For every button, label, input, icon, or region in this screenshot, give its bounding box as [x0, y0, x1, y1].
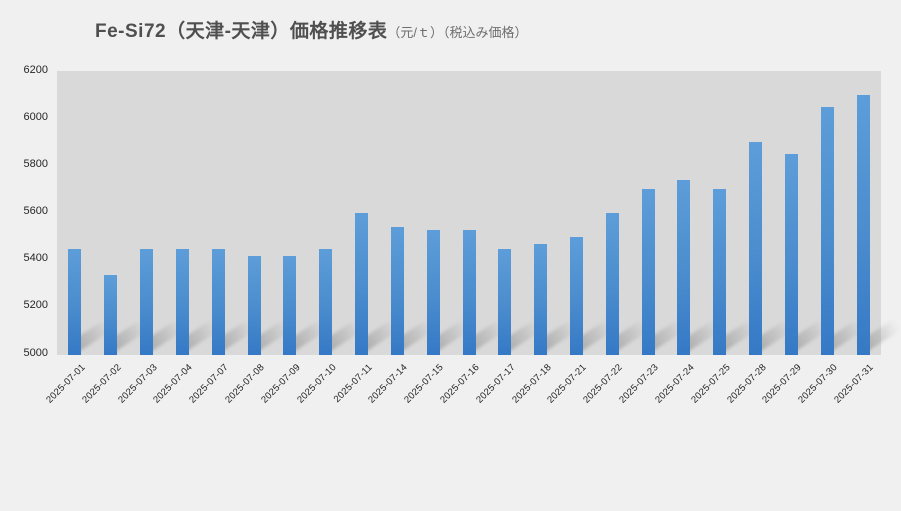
bar	[462, 229, 476, 355]
y-axis-label: 5600	[23, 205, 48, 218]
bar	[211, 248, 225, 355]
bar	[856, 94, 870, 355]
y-axis-label: 5000	[23, 346, 48, 359]
bar	[68, 248, 82, 355]
bar	[140, 248, 154, 355]
bar-slot	[379, 71, 435, 355]
bar	[641, 189, 655, 355]
y-axis-label: 5200	[23, 299, 48, 312]
bar-slot	[200, 71, 256, 355]
bar-slot	[594, 71, 650, 355]
bar-slot	[93, 71, 148, 355]
bar-slot	[129, 71, 184, 355]
bar	[677, 179, 691, 355]
bar-slot	[666, 71, 722, 355]
y-axis-label: 5800	[23, 158, 48, 171]
bar-slot	[164, 71, 220, 355]
bar	[104, 274, 118, 355]
bar-slot	[845, 71, 901, 355]
bar-slot	[809, 71, 865, 355]
chart-title: Fe-Si72（天津-天津）価格推移表（元/ｔ）（税込み価格）	[95, 16, 528, 43]
bar-slot	[57, 71, 113, 355]
bar-slot	[344, 71, 399, 355]
bar	[498, 248, 512, 355]
bar-slot	[236, 71, 292, 355]
bar-slot	[738, 71, 793, 355]
bar	[534, 243, 548, 355]
bar-series	[57, 71, 901, 355]
bar	[749, 142, 763, 355]
bar-slot	[451, 71, 507, 355]
bar	[605, 213, 619, 355]
bar	[713, 189, 727, 355]
y-axis-label: 5400	[23, 252, 48, 265]
chart-title-unit: （元/ｔ）	[387, 25, 444, 40]
bar	[820, 106, 834, 355]
y-axis-label: 6200	[23, 64, 48, 76]
bar-slot	[559, 71, 614, 355]
bar-slot	[415, 71, 471, 355]
bar	[247, 255, 261, 355]
y-axis-label: 6000	[23, 111, 48, 124]
bar	[319, 248, 333, 355]
plot-area	[57, 71, 901, 355]
bar-slot	[487, 71, 543, 355]
bar-slot	[272, 71, 328, 355]
bar	[175, 248, 189, 355]
chart-title-main: Fe-Si72（天津-天津）価格推移表	[95, 21, 388, 42]
price-trend-chart: Fe-Si72（天津-天津）価格推移表（元/ｔ）（税込み価格） 6200 6000…	[23, 16, 901, 406]
bar	[355, 213, 369, 355]
bar-slot	[630, 71, 686, 355]
bar	[283, 255, 297, 355]
bar-slot	[523, 71, 578, 355]
bar-slot	[774, 71, 829, 355]
bar	[570, 236, 583, 355]
chart-title-note: （税込み価格）	[443, 25, 528, 40]
bar	[426, 229, 440, 355]
bar	[390, 227, 404, 355]
bar-slot	[702, 71, 758, 355]
bar-slot	[308, 71, 363, 355]
bar	[784, 153, 798, 355]
